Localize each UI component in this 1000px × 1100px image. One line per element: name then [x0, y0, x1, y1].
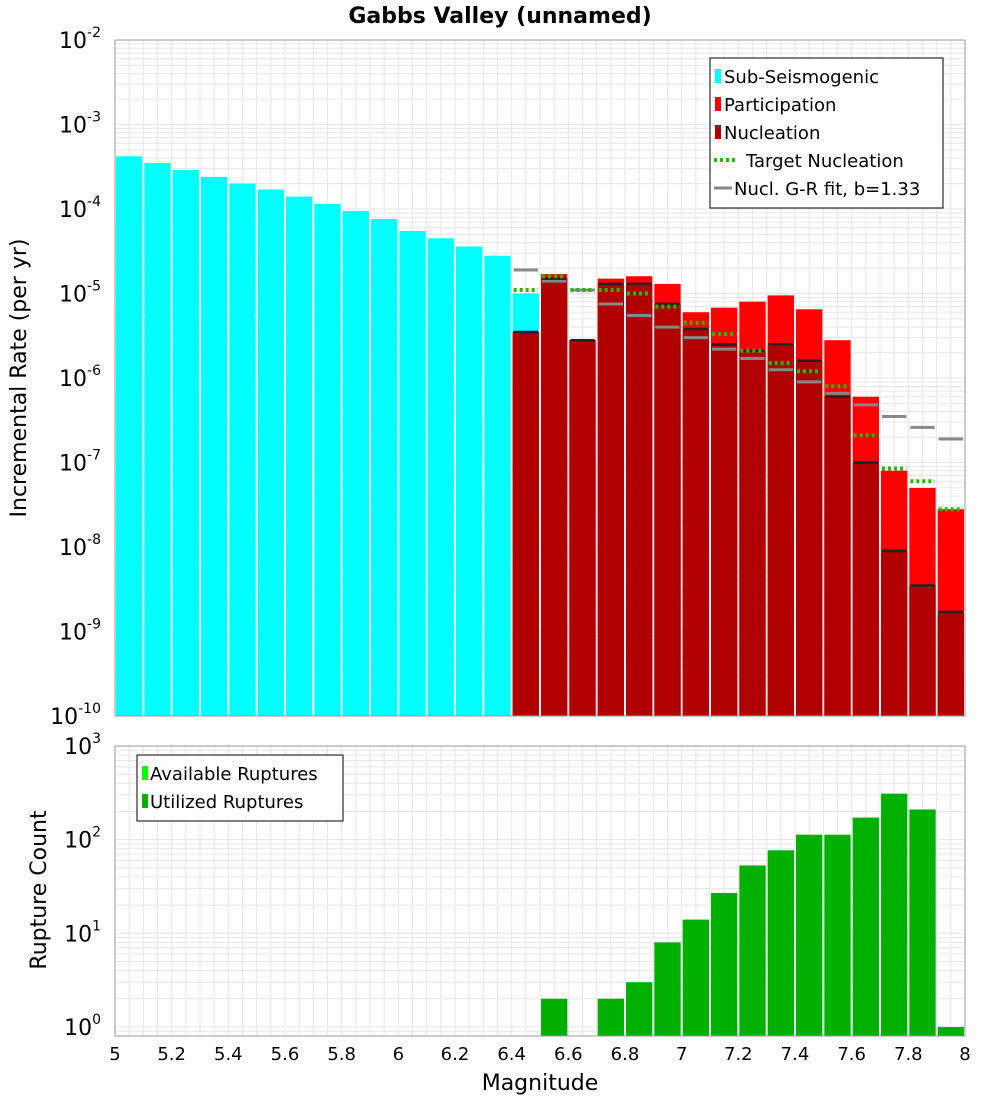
- x-tick-label: 6.8: [611, 1044, 640, 1065]
- x-tick-label: 5.4: [214, 1044, 243, 1065]
- rate-legend-label: Target Nucleation: [745, 151, 904, 172]
- sub-seismogenic-bar: [201, 176, 228, 717]
- utilized-ruptures-bar: [541, 998, 568, 1036]
- sub-seismogenic-bar: [116, 156, 143, 716]
- utilized-ruptures-bar: [767, 850, 794, 1036]
- x-tick-label: 5.2: [157, 1044, 186, 1065]
- count-legend-box: [136, 754, 344, 822]
- rate-y-tick-label: 10-2: [59, 25, 101, 54]
- rate-y-tick-label: 10-5: [59, 279, 101, 308]
- sub-seismogenic-bar: [172, 169, 199, 716]
- rate-y-tick-label: 10-8: [59, 532, 101, 561]
- chart-title: Gabbs Valley (unnamed): [348, 4, 651, 29]
- sub-seismogenic-bar: [399, 230, 426, 717]
- nucleation-bar: [541, 278, 568, 716]
- utilized-ruptures-bar: [852, 817, 879, 1036]
- nucleation-bar: [796, 360, 823, 716]
- count-panel: 100 101 102 103 5 5.2 5.4 5.6 5.8 6 6.2 6.4 6.6 6.8 7 7…: [64, 731, 971, 1065]
- nucleation-bar: [767, 344, 794, 716]
- count-legend-swatch: [142, 794, 148, 808]
- sub-seismogenic-bar: [257, 189, 284, 716]
- x-axis-label: Magnitude: [482, 1071, 599, 1096]
- x-tick-label: 7.4: [781, 1044, 810, 1065]
- utilized-ruptures-bar: [796, 834, 823, 1036]
- nucleation-bar: [937, 612, 964, 716]
- x-tick-label: 7.2: [724, 1044, 753, 1065]
- utilized-ruptures-bar: [824, 834, 851, 1036]
- sub-seismogenic-bar: [144, 163, 171, 716]
- rate-y-tick-label: 10-7: [59, 448, 101, 477]
- utilized-ruptures-bar: [937, 1026, 964, 1036]
- nucleation-bar: [569, 340, 596, 716]
- nucleation-bar: [881, 550, 908, 716]
- count-legend-label: Utilized Ruptures: [150, 792, 303, 813]
- utilized-ruptures-bar: [626, 982, 653, 1036]
- x-tick-label: 6.4: [497, 1044, 526, 1065]
- x-tick-label: 8: [959, 1044, 970, 1065]
- nucleation-bar: [597, 283, 624, 716]
- rate-y-tick-label: 10-6: [59, 363, 101, 392]
- sub-seismogenic-bar: [314, 203, 341, 716]
- x-tick-label: 6: [393, 1044, 404, 1065]
- nucleation-bar: [682, 329, 709, 716]
- x-tick-label: 5: [109, 1044, 120, 1065]
- rate-y-tick-label: 10-4: [59, 194, 101, 223]
- nucleation-bar: [824, 396, 851, 716]
- count-y-tick-label: 103: [64, 731, 101, 760]
- utilized-ruptures-bar: [881, 793, 908, 1036]
- count-y-tick-label: 102: [64, 825, 101, 854]
- sub-seismogenic-bar: [484, 255, 511, 716]
- rate-legend-swatch: [715, 69, 721, 83]
- utilized-ruptures-bar: [682, 919, 709, 1036]
- count-legend-label: Available Ruptures: [150, 764, 318, 785]
- nucleation-bar: [852, 462, 879, 716]
- rate-legend-swatch: [715, 125, 721, 139]
- x-tick-label: 7.6: [837, 1044, 866, 1065]
- sub-seismogenic-bar: [229, 183, 256, 716]
- count-y-tick-label: 100: [64, 1012, 101, 1041]
- nucleation-bar: [626, 283, 653, 716]
- x-tick-label: 7: [676, 1044, 687, 1065]
- utilized-ruptures-bar: [654, 942, 681, 1036]
- sub-seismogenic-bar: [342, 210, 369, 716]
- x-tick-label: 5.6: [271, 1044, 300, 1065]
- nucleation-bar: [909, 585, 936, 716]
- x-tick-label: 6.6: [554, 1044, 583, 1065]
- sub-seismogenic-bar: [427, 238, 454, 717]
- x-tick-label: 7.8: [894, 1044, 923, 1065]
- utilized-ruptures-bar: [597, 998, 624, 1036]
- count-frame: [114, 745, 966, 1037]
- count-y-tick-label: 101: [64, 918, 101, 947]
- rate-y-tick-label: 10-9: [59, 617, 101, 646]
- rate-legend-label: Nucl. G-R fit, b=1.33: [734, 179, 920, 200]
- nucleation-bar: [711, 344, 738, 716]
- count-y-axis-label: Rupture Count: [27, 810, 52, 970]
- rate-legend-swatch: [715, 97, 721, 111]
- sub-seismogenic-bar: [456, 246, 483, 716]
- sub-seismogenic-bar: [286, 196, 313, 717]
- utilized-ruptures-bar: [711, 892, 738, 1036]
- utilized-ruptures-bar: [909, 809, 936, 1036]
- rate-legend-label: Sub-Seismogenic: [724, 67, 879, 88]
- rate-panel: 10-10 10-9 10-8 10-7 10-6 10-5 10-4 10-3 10-2 Sub…: [50, 25, 966, 730]
- nucleation-bar: [512, 332, 539, 716]
- nucleation-bar: [654, 304, 681, 716]
- rate-legend-box: [709, 57, 944, 209]
- nucleation-bar: [739, 350, 766, 716]
- rate-y-axis-label: Incremental Rate (per yr): [7, 239, 32, 518]
- x-tick-label: 5.8: [327, 1044, 356, 1065]
- rate-y-tick-label: 10-10: [50, 701, 101, 730]
- rate-frame: [114, 39, 966, 717]
- rate-legend-label: Nucleation: [724, 123, 820, 144]
- count-legend-swatch: [142, 766, 148, 780]
- rate-y-tick-label: 10-3: [59, 110, 101, 139]
- sub-seismogenic-bar: [371, 219, 398, 716]
- x-tick-label: 6.2: [441, 1044, 470, 1065]
- rate-legend-label: Participation: [724, 95, 836, 116]
- utilized-ruptures-bar: [739, 865, 766, 1036]
